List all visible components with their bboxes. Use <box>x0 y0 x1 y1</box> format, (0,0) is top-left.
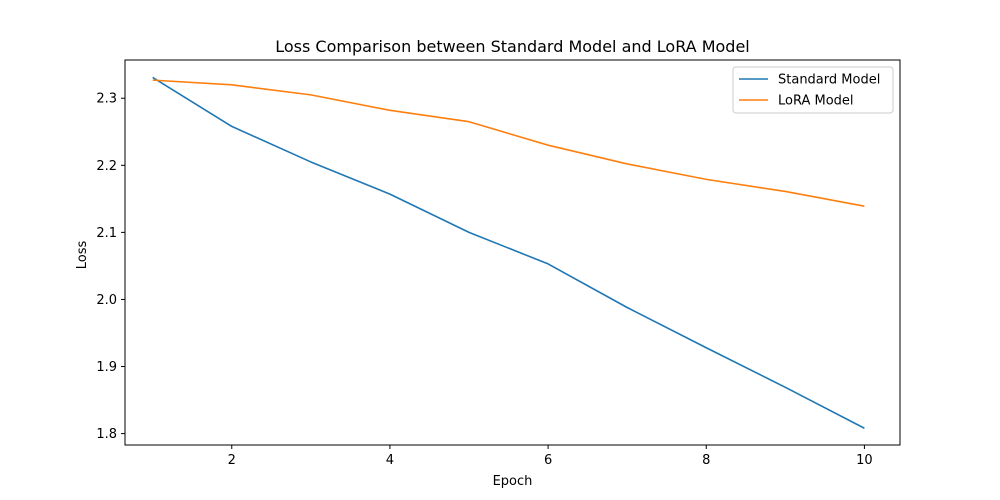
legend-box <box>732 66 894 114</box>
plot-frame <box>124 59 901 446</box>
x-tick-label: 2 <box>228 453 236 468</box>
x-axis-label: Epoch <box>493 474 533 489</box>
series-line-lora-model <box>152 79 865 208</box>
legend-label: Standard Model <box>778 73 880 88</box>
plot-area <box>124 59 901 446</box>
x-tick-label: 8 <box>702 453 710 468</box>
chart-title: Loss Comparison between Standard Model a… <box>275 37 749 56</box>
x-tick-label: 10 <box>856 453 873 468</box>
y-tick-label: 1.9 <box>96 360 117 375</box>
series-layer <box>152 76 865 429</box>
y-axis: 1.8 1.9 2.0 2.1 2.2 2.3 <box>96 92 125 442</box>
legend: Standard Model LoRA Model <box>732 66 894 114</box>
y-tick-label: 2.3 <box>96 92 117 107</box>
series-line-standard-model <box>152 76 865 429</box>
y-tick-label: 2.2 <box>96 159 117 174</box>
x-tick-label: 6 <box>544 453 552 468</box>
y-tick-label: 1.8 <box>96 427 117 442</box>
x-tick-label: 4 <box>386 453 394 468</box>
x-axis: 2 4 6 8 10 <box>228 445 873 468</box>
y-axis-label: Loss <box>75 241 90 270</box>
y-tick-label: 2.0 <box>96 293 117 308</box>
y-tick-label: 2.1 <box>96 226 117 241</box>
legend-label: LoRA Model <box>778 94 854 109</box>
